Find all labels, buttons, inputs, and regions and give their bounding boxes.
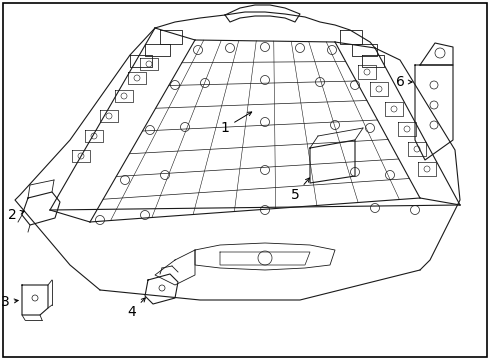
Text: 3: 3 — [0, 295, 18, 309]
Text: 5: 5 — [291, 178, 310, 202]
Text: 4: 4 — [127, 298, 146, 319]
Text: 1: 1 — [220, 112, 252, 135]
Text: 6: 6 — [395, 75, 412, 89]
Text: 2: 2 — [8, 208, 24, 222]
